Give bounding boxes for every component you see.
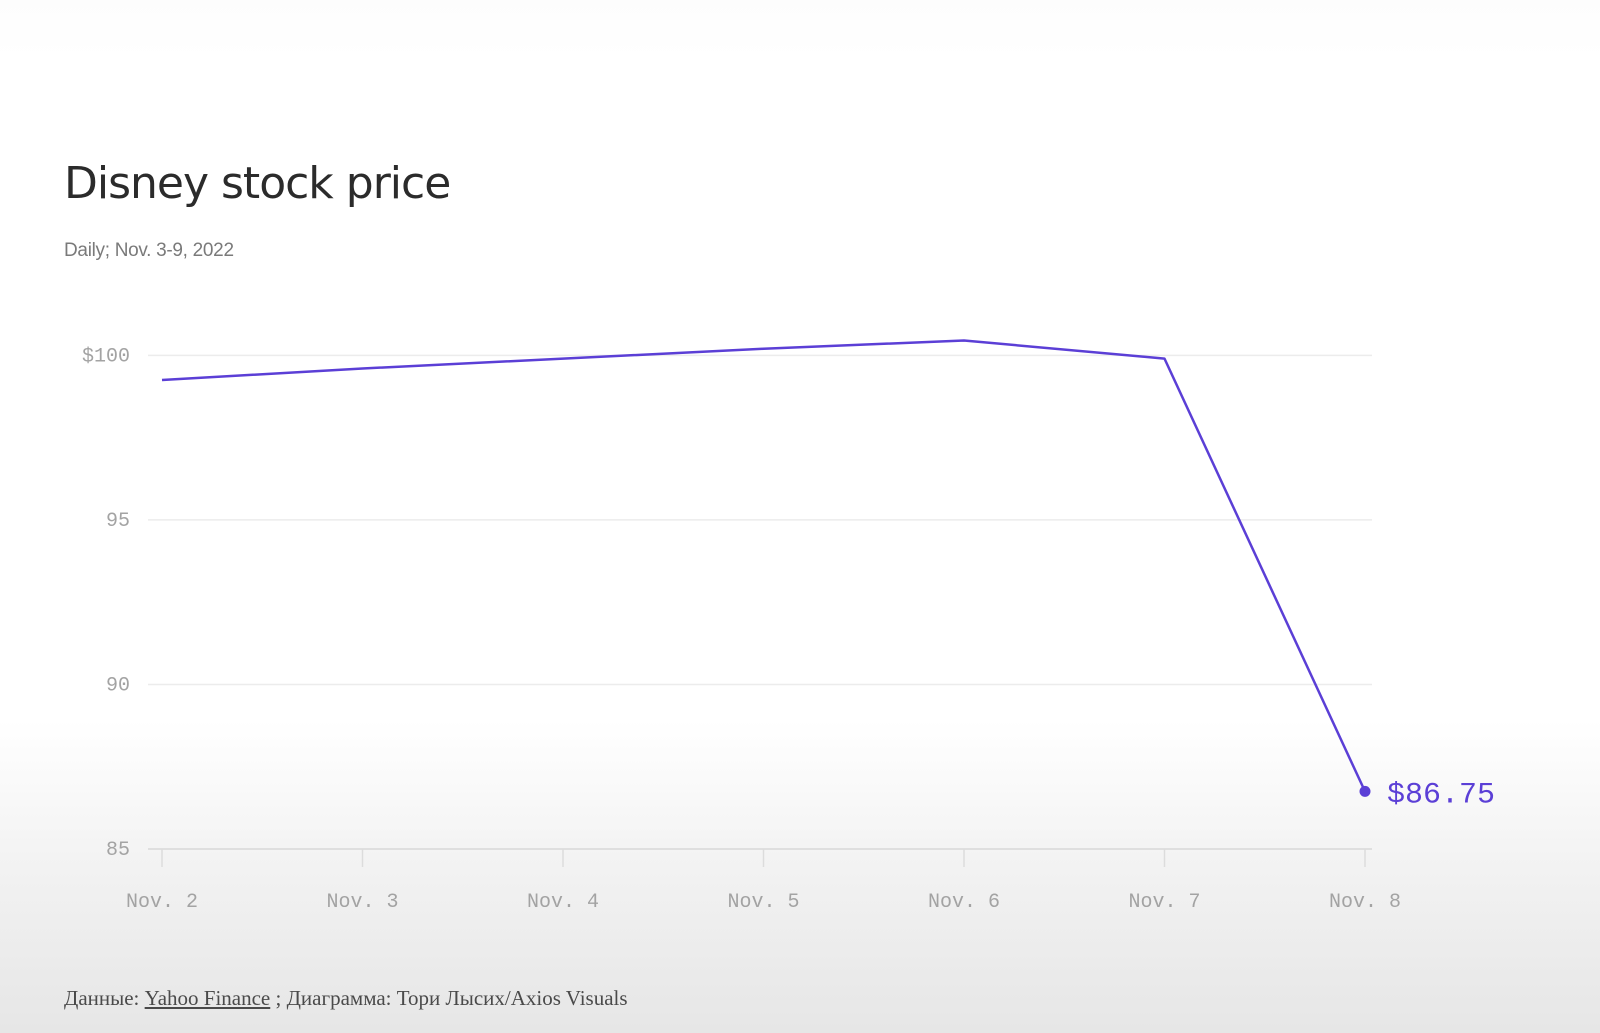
y-tick-label: 90 bbox=[106, 674, 130, 697]
x-tick-label: Nov. 2 bbox=[126, 891, 198, 914]
series-line bbox=[161, 339, 1367, 792]
y-tick-label: 85 bbox=[106, 839, 130, 862]
footer-data-prefix: Данные: bbox=[64, 986, 145, 1010]
series-group: $86.75 bbox=[161, 339, 1495, 812]
grid-lines bbox=[148, 354, 1372, 850]
end-value-label: $86.75 bbox=[1387, 778, 1495, 812]
end-point-marker bbox=[1359, 785, 1371, 797]
x-tick-label: Nov. 4 bbox=[527, 891, 599, 914]
source-link[interactable]: Yahoo Finance bbox=[144, 986, 271, 1010]
y-tick-label: $100 bbox=[82, 345, 130, 368]
footer-credit: ; Диаграмма: Тори Лысих/Axios Visuals bbox=[270, 986, 628, 1010]
x-tick-label: Nov. 5 bbox=[727, 891, 799, 914]
chart-footer: Данные: Yahoo Finance ; Диаграмма: Тори … bbox=[64, 986, 628, 1011]
x-axis-ticks: Nov. 2 Nov. 3 Nov. 4 Nov. 5 Nov. 6 Nov. 7 Nov.… bbox=[126, 849, 1401, 914]
x-tick-label: Nov. 8 bbox=[1329, 891, 1401, 914]
x-tick-label: Nov. 7 bbox=[1128, 891, 1200, 914]
y-axis-ticks: $100 95 90 85 bbox=[82, 345, 130, 862]
x-tick-label: Nov. 3 bbox=[326, 891, 398, 914]
x-tick-label: Nov. 6 bbox=[928, 891, 1000, 914]
chart-subtitle: Daily; Nov. 3-9, 2022 bbox=[64, 240, 234, 261]
chart-title: Disney stock price bbox=[64, 158, 451, 209]
y-tick-label: 95 bbox=[106, 510, 130, 533]
